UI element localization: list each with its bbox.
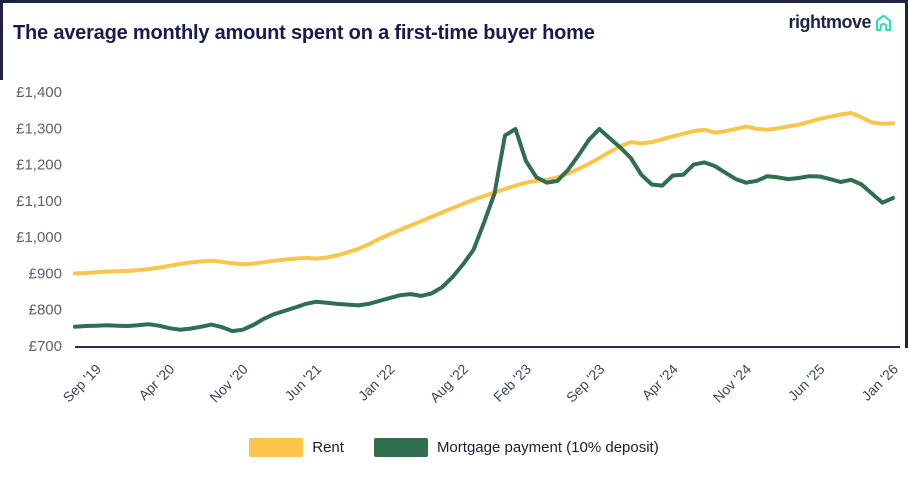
y-tick-label: £700 <box>29 338 62 355</box>
frame-border-right <box>905 0 908 348</box>
rent-legend-swatch <box>249 438 304 457</box>
y-tick-label: £1,200 <box>16 157 62 174</box>
y-axis-labels: £1,400 £1,300 £1,200 £1,100 £1,000 £900 £800 £7… <box>16 84 62 355</box>
x-axis-labels: Sep '19 Apr '20 Nov '20 Jun '21 Jan '22 Aug '… <box>60 361 902 406</box>
x-tick-label: Feb '23 <box>490 361 534 405</box>
y-tick-label: £1,000 <box>16 229 62 246</box>
x-tick-label: Jun '25 <box>785 361 828 404</box>
y-tick-label: £900 <box>29 265 62 282</box>
x-tick-label: Sep '23 <box>563 361 608 406</box>
page-title: The average monthly amount spent on a fi… <box>13 22 595 44</box>
y-tick-label: £1,100 <box>16 193 62 210</box>
x-tick-label: Nov '24 <box>710 361 755 406</box>
x-tick-label: Jun '21 <box>281 361 324 404</box>
y-tick-label: £800 <box>29 302 62 319</box>
mortgage-legend-label: Mortgage payment (10% deposit) <box>436 439 659 456</box>
x-tick-label: Jan '22 <box>355 361 398 404</box>
x-tick-label: Aug '22 <box>427 361 472 406</box>
frame-border-left <box>0 0 3 80</box>
rightmove-logo-text: rightmove <box>788 12 871 32</box>
frame-border-top <box>0 0 908 3</box>
x-tick-label: Sep '19 <box>60 361 105 406</box>
legend-entry-rent: Rent <box>249 438 344 457</box>
x-tick-label: Nov '20 <box>206 361 251 406</box>
mortgage-line <box>73 127 895 334</box>
mortgage-legend-swatch <box>373 438 428 457</box>
chart-legend: Rent Mortgage payment (10% deposit) <box>0 438 908 457</box>
rent-line <box>73 111 895 276</box>
house-icon <box>875 14 892 31</box>
y-tick-label: £1,400 <box>16 84 62 101</box>
rent-legend-label: Rent <box>312 439 344 456</box>
x-tick-label: Apr '24 <box>639 361 682 404</box>
x-tick-label: Apr '20 <box>135 361 178 404</box>
y-tick-label: £1,300 <box>16 120 62 137</box>
legend-entry-mortgage: Mortgage payment (10% deposit) <box>373 438 659 457</box>
x-tick-label: Jan '26 <box>858 361 901 404</box>
rightmove-logo: rightmove <box>788 12 894 33</box>
